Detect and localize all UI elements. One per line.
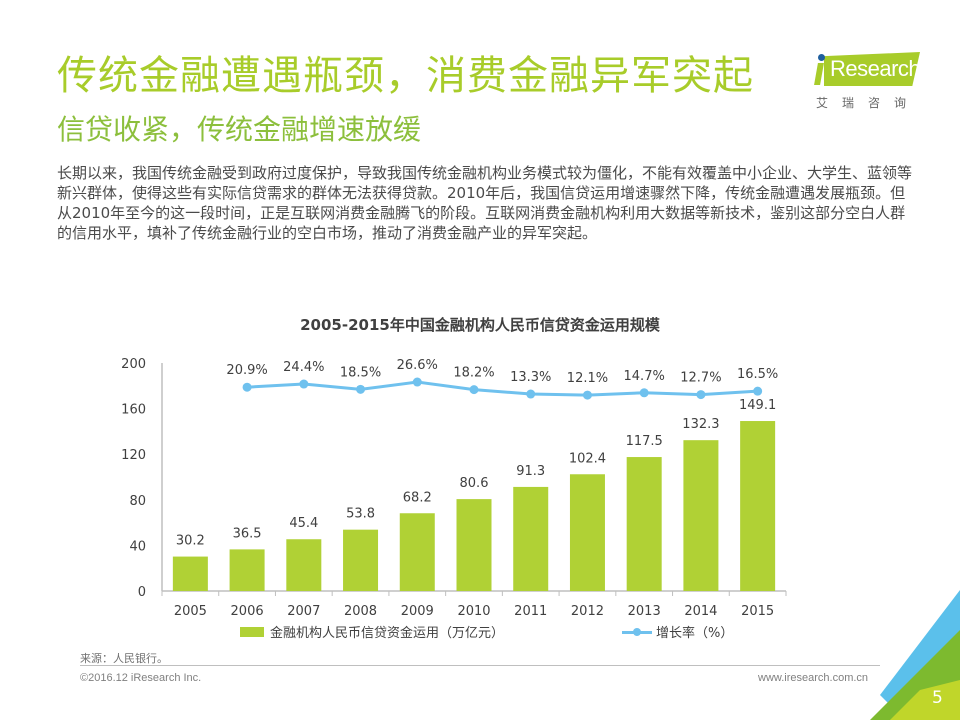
bar-value-label: 80.6 (460, 476, 489, 491)
page-subtitle: 信贷收紧，传统金融增速放缓 (57, 113, 422, 146)
logo-cn-text: 艾瑞咨询 (816, 96, 921, 110)
bar-value-label: 91.3 (516, 464, 545, 479)
growth-rate-label: 12.7% (680, 371, 721, 386)
y-tick-label: 120 (121, 448, 146, 463)
growth-rate-line (247, 380, 758, 397)
y-tick-label: 80 (129, 494, 146, 509)
copyright: ©2016.12 iResearch Inc. (80, 672, 202, 684)
corner-decoration (870, 590, 960, 720)
x-tick-label: 2010 (457, 604, 490, 619)
corner-blue-shape (880, 590, 960, 720)
bar-value-label: 149.1 (739, 398, 776, 413)
growth-rate-point (356, 384, 366, 394)
y-tick-label: 40 (129, 539, 146, 554)
growth-rate-point (753, 386, 763, 396)
growth-rate-label: 13.3% (510, 370, 551, 385)
growth-rate-point (696, 390, 706, 400)
logo-dot-icon (818, 54, 825, 61)
y-tick-label: 200 (121, 357, 146, 372)
logo-brand-text: Research (830, 56, 921, 81)
footer-divider (80, 665, 880, 666)
growth-rate-point (299, 379, 309, 389)
bar (172, 556, 208, 591)
bar (343, 529, 379, 591)
growth-rate-point (582, 390, 592, 400)
growth-rate-label: 20.9% (226, 363, 267, 378)
x-tick-label: 2015 (741, 604, 774, 619)
growth-rate-label: 14.7% (624, 369, 665, 384)
bar (569, 474, 605, 591)
bar-value-label: 117.5 (626, 434, 663, 449)
legend-item-bar: 金融机构人民币信贷资金运用（万亿元） (240, 622, 504, 641)
legend-bar-swatch (240, 626, 264, 637)
legend-bar-label: 金融机构人民币信贷资金运用（万亿元） (270, 626, 505, 641)
x-tick-label: 2012 (571, 604, 604, 619)
bar (456, 499, 492, 591)
y-tick-label: 160 (121, 403, 146, 418)
bar-value-label: 30.2 (176, 534, 205, 549)
growth-rate-label: 18.5% (340, 365, 381, 380)
legend-line-swatch (622, 626, 652, 638)
x-tick-label: 2007 (287, 604, 320, 619)
bar-value-label: 102.4 (569, 451, 606, 466)
growth-rate-point (242, 382, 252, 392)
legend-line-label: 增长率（%） (656, 626, 734, 641)
bar (683, 440, 719, 591)
x-tick-label: 2008 (344, 604, 377, 619)
growth-rate-label: 26.6% (397, 358, 438, 373)
growth-rate-point (526, 389, 536, 399)
bar-value-label: 68.2 (403, 490, 432, 505)
bar (513, 486, 549, 591)
bar-value-label: 45.4 (289, 516, 318, 531)
x-tick-label: 2005 (174, 604, 207, 619)
body-paragraph: 长期以来，我国传统金融受到政府过度保护，导致我国传统金融机构业务模式较为僵化，不… (57, 164, 913, 242)
growth-rate-label: 18.2% (453, 366, 494, 381)
x-tick-label: 2009 (401, 604, 434, 619)
y-tick-label: 0 (138, 585, 146, 600)
page-title: 传统金融遭遇瓶颈，消费金融异军突起 (57, 53, 754, 99)
growth-rate-point (412, 377, 422, 387)
bar (286, 539, 322, 591)
source-note: 来源：人民银行。 (80, 652, 168, 665)
bar (229, 549, 265, 591)
growth-rate-label: 24.4% (283, 360, 324, 375)
growth-rate-label: 16.5% (737, 367, 778, 382)
growth-rate-point (639, 388, 649, 398)
chart-title: 2005-2015年中国金融机构人民币信贷资金运用规模 (300, 316, 660, 334)
bar (626, 457, 662, 591)
x-tick-label: 2014 (684, 604, 717, 619)
bar (399, 513, 435, 591)
growth-rate-label: 12.1% (567, 371, 608, 386)
growth-rate-point (469, 385, 479, 395)
bar-value-label: 132.3 (682, 417, 719, 432)
website-link[interactable]: www.iresearch.com.cn (758, 672, 869, 684)
iresearch-logo: Research 艾瑞咨询 (812, 50, 922, 110)
page-number: 5 (932, 688, 943, 708)
x-tick-label: 2013 (628, 604, 661, 619)
x-tick-label: 2006 (231, 604, 264, 619)
legend-item-line: 增长率（%） (622, 622, 733, 641)
corner-yellow-shape (890, 680, 960, 720)
logo-band (824, 52, 920, 86)
bar-value-label: 36.5 (233, 526, 262, 541)
bar-value-label: 53.8 (346, 507, 375, 522)
x-tick-label: 2011 (514, 604, 547, 619)
bar (740, 421, 776, 591)
